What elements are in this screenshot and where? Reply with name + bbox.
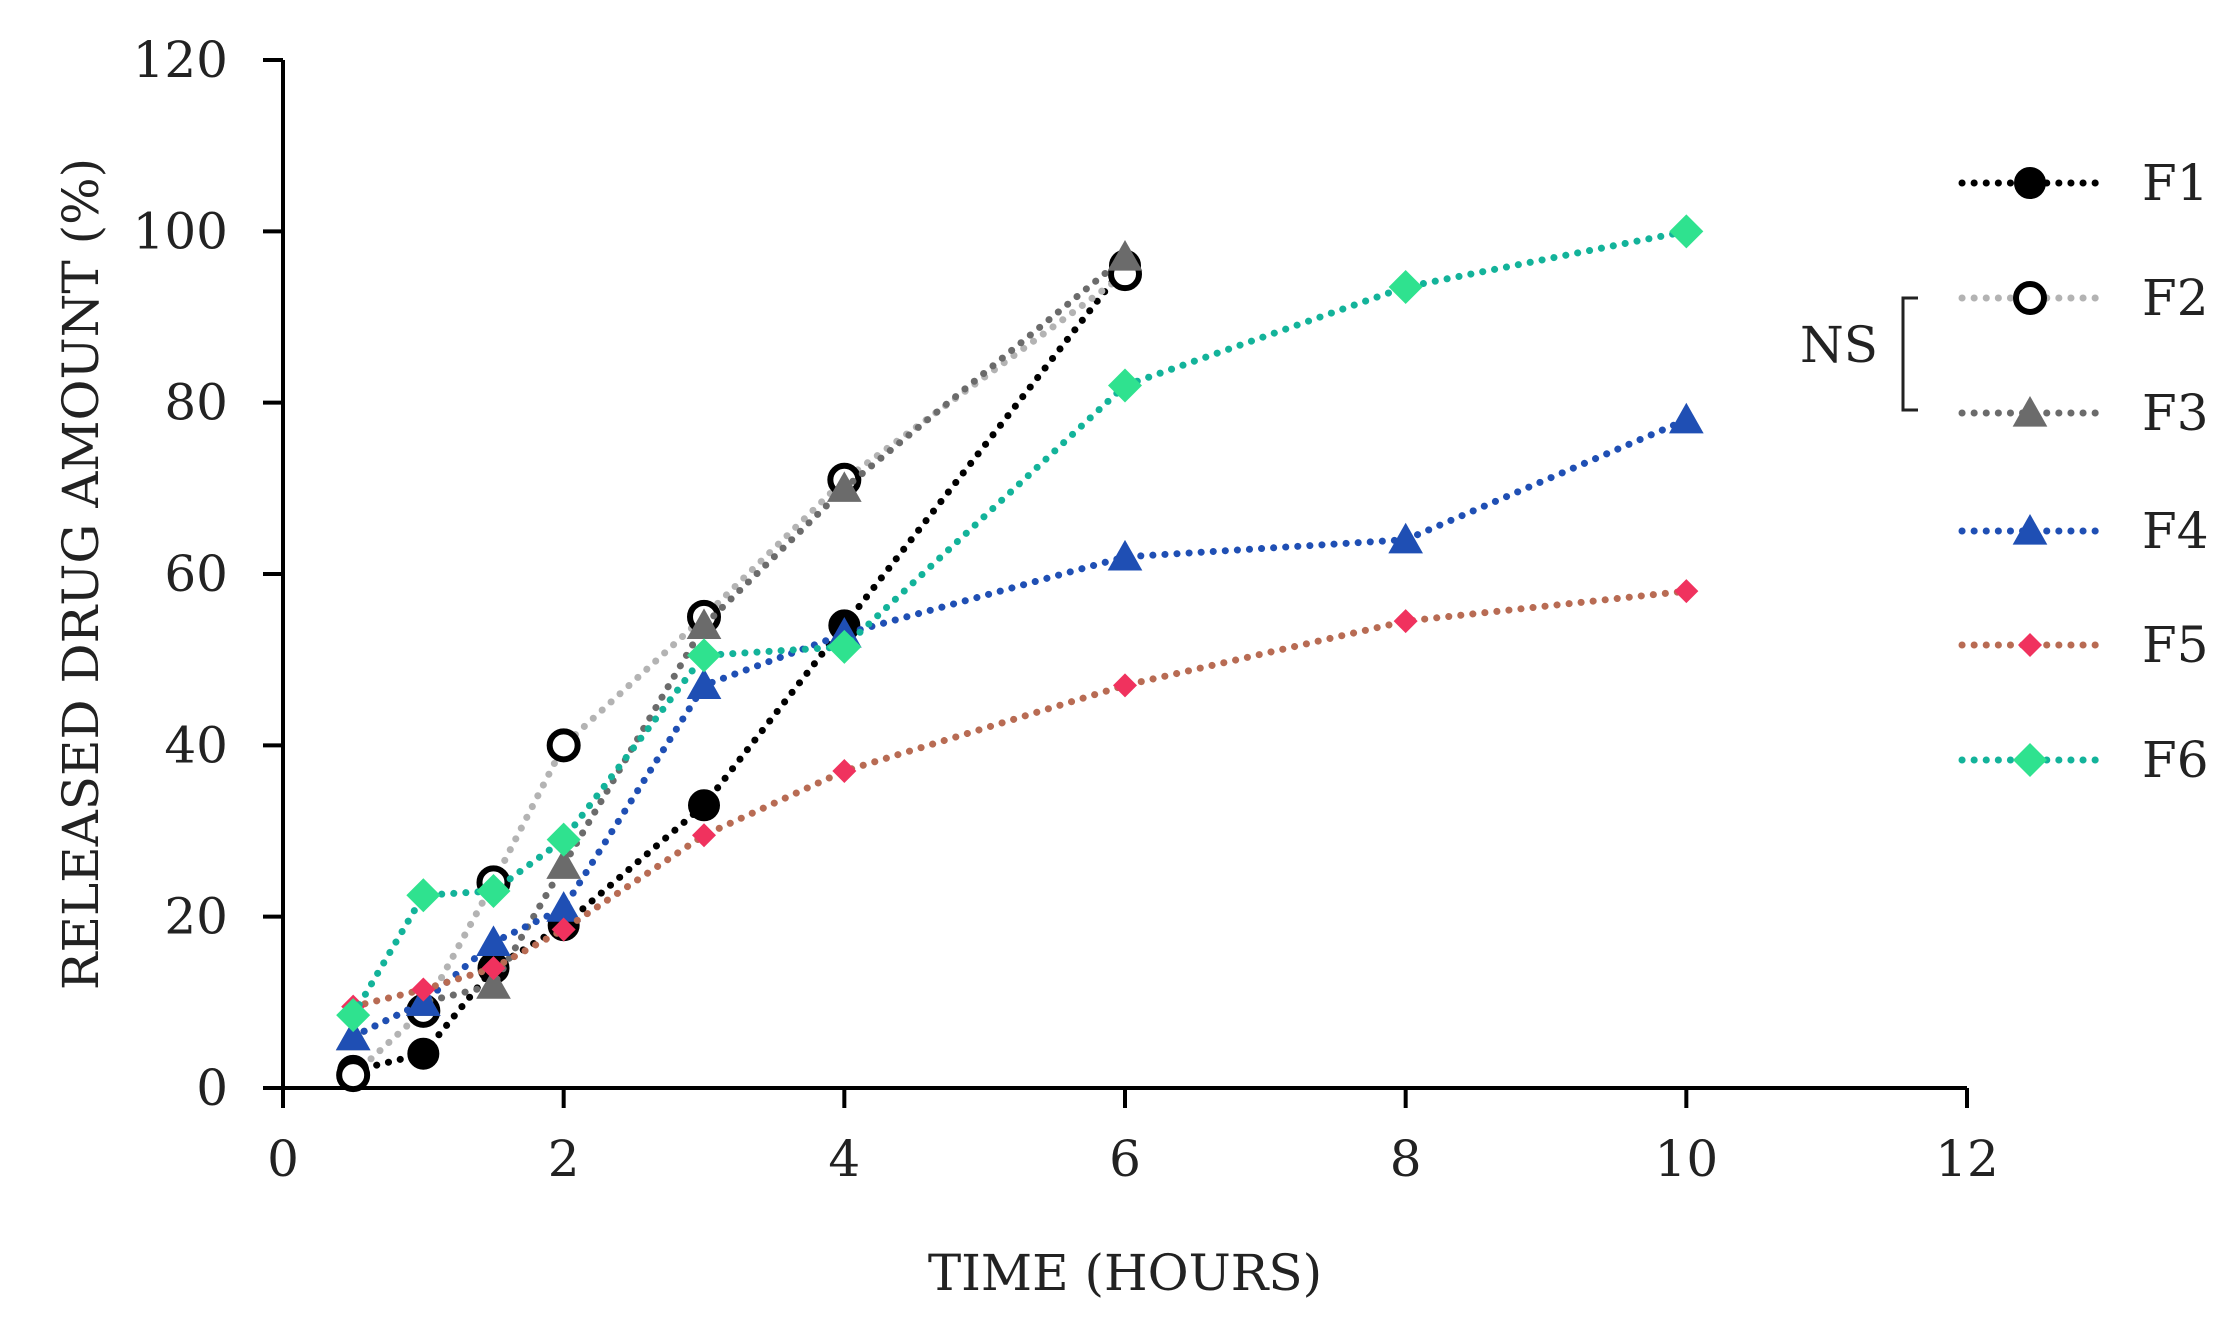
- x-tick-label: 0: [267, 1130, 299, 1188]
- f4-marker: [1668, 402, 1704, 434]
- y-tick-label: 40: [164, 716, 228, 774]
- y-tick-label: 20: [164, 888, 228, 946]
- f1-marker: [688, 789, 720, 822]
- f1-line: [349, 262, 1129, 1075]
- legend-f1-marker: [2014, 167, 2046, 199]
- f6-marker: [1388, 270, 1423, 305]
- legend: F1 F2 F3 F4 F5 F6: [1958, 154, 2209, 789]
- series-layer: [335, 214, 1704, 1093]
- f6-line: [349, 227, 1690, 1019]
- series-f4: [335, 402, 1704, 1051]
- series-f3: [335, 240, 1143, 1051]
- f3-marker: [546, 848, 582, 879]
- legend-f4-marker: [2012, 514, 2048, 545]
- f4-marker: [1107, 539, 1143, 571]
- f6-marker: [476, 873, 511, 908]
- x-tick-label: 8: [1390, 1130, 1422, 1188]
- legend-f6-marker: [2013, 743, 2047, 777]
- legend-label-f1: F1: [2142, 154, 2209, 212]
- legend-label-f3: F3: [2142, 384, 2209, 442]
- f6-marker: [1669, 214, 1704, 249]
- x-tick-label: 6: [1109, 1130, 1141, 1188]
- f2-marker: [336, 1058, 371, 1093]
- x-tick-label: 12: [1935, 1130, 1999, 1188]
- legend-item-f1: F1: [1958, 154, 2209, 212]
- x-tick-label: 4: [828, 1130, 860, 1188]
- f5-line: [349, 587, 1690, 1011]
- y-tick-label: 100: [133, 202, 228, 260]
- series-f5: [341, 579, 1699, 1019]
- f5-marker: [692, 823, 716, 848]
- ns-annotation: NS: [1800, 296, 1918, 412]
- y-tick-label: 120: [133, 31, 228, 89]
- legend-label-f4: F4: [2142, 502, 2209, 560]
- legend-item-f4: F4: [1958, 502, 2209, 560]
- f4-line: [349, 416, 1690, 1041]
- f5-marker: [1393, 609, 1418, 634]
- y-tick-label: 0: [196, 1059, 228, 1117]
- x-tick-label: 10: [1655, 1130, 1719, 1188]
- f2-marker: [546, 728, 581, 763]
- f6-marker: [336, 998, 371, 1033]
- f4-marker: [476, 925, 511, 956]
- f5-marker: [832, 759, 857, 784]
- legend-label-f6: F6: [2142, 731, 2209, 789]
- y-tick-label: 80: [164, 374, 228, 432]
- legend-f5-marker: [2018, 633, 2042, 657]
- f3-line: [349, 253, 1129, 1041]
- legend-label-f5: F5: [2142, 616, 2209, 674]
- y-tick-label: 60: [164, 545, 228, 603]
- legend-label-f2: F2: [2142, 269, 2209, 327]
- legend-item-f5: F5: [1958, 616, 2209, 674]
- f4-marker: [546, 891, 582, 922]
- f5-marker: [551, 917, 576, 942]
- f2-line: [349, 270, 1129, 1079]
- f3-marker: [686, 608, 722, 639]
- f3-marker: [476, 968, 511, 999]
- f5-marker: [411, 977, 436, 1002]
- ns-bracket: [1901, 296, 1918, 412]
- ns-label: NS: [1800, 316, 1878, 374]
- f6-marker: [827, 629, 862, 664]
- f4-marker: [335, 1019, 371, 1051]
- legend-item-f2: F2: [1958, 269, 2209, 327]
- x-tick-label: 2: [548, 1130, 580, 1188]
- series-f2: [336, 257, 1142, 1093]
- f6-marker: [687, 638, 721, 673]
- series-f6: [336, 214, 1704, 1033]
- series-f1: [337, 249, 1141, 1087]
- x-axis-title: TIME (HOURS): [928, 1244, 1322, 1302]
- f4-marker: [1388, 522, 1424, 554]
- legend-item-f6: F6: [1958, 731, 2209, 789]
- f5-marker: [1113, 673, 1137, 698]
- f6-marker: [1108, 368, 1142, 403]
- f6-marker: [406, 878, 441, 913]
- f3-marker: [1107, 240, 1143, 271]
- f5-marker: [481, 956, 506, 981]
- axes: [263, 60, 1967, 1090]
- legend-f2-marker: [2013, 281, 2047, 315]
- f3-marker: [826, 471, 862, 502]
- f6-marker: [546, 822, 581, 857]
- legend-item-f3: F3: [1958, 384, 2209, 442]
- legend-f3-marker: [2012, 396, 2048, 427]
- f4-marker: [686, 668, 722, 699]
- f1-marker: [407, 1037, 440, 1070]
- y-axis-title: RELEASED DRUG AMOUNT (%): [52, 158, 110, 990]
- f5-marker: [1674, 579, 1699, 604]
